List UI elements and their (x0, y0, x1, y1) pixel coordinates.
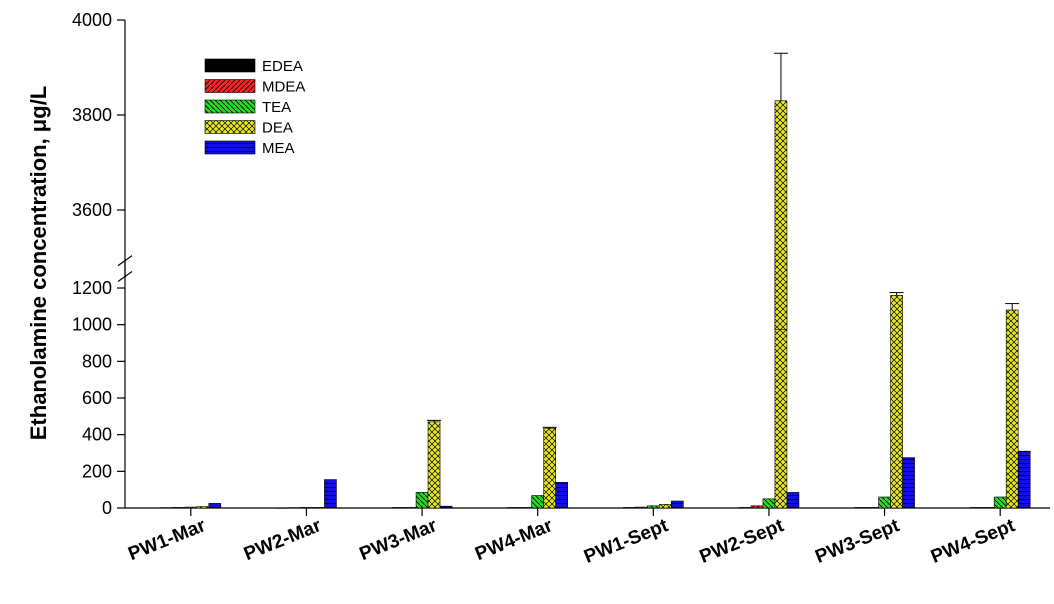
y-tick-label: 1000 (72, 315, 112, 335)
legend-label-dea: DEA (262, 120, 293, 137)
bar-edea (507, 507, 520, 509)
bar-mea (786, 492, 800, 509)
bar-tea (531, 495, 544, 509)
bar-mea (208, 503, 222, 509)
bar-tea (415, 492, 429, 509)
legend-label-tea: TEA (262, 99, 291, 116)
bar-mdea (635, 506, 648, 509)
x-category-label: PW1-Sept (581, 515, 672, 568)
bar-mdea (172, 507, 186, 509)
bar-edea (623, 507, 636, 509)
bar-edea (854, 507, 867, 509)
y-tick-label: 3800 (72, 105, 112, 125)
y-tick-label: 1200 (72, 278, 112, 298)
bar-edea (276, 507, 289, 509)
legend-swatch-dea (204, 120, 256, 134)
bar-mea (324, 479, 337, 509)
bar-dea (427, 421, 441, 509)
x-category-label: PW3-Sept (812, 515, 903, 568)
bar-dea (312, 507, 325, 509)
bar-mea (1017, 450, 1031, 509)
bar-dea (543, 427, 556, 509)
x-category-label: PW4-Mar (472, 515, 556, 565)
legend-label-mea: MEA (262, 140, 295, 157)
bar-dea (659, 504, 672, 509)
chart-bars (160, 52, 1031, 509)
y-tick-label: 3600 (72, 200, 112, 220)
bar-mdea (403, 507, 417, 509)
bar-edea (969, 507, 983, 509)
y-tick-label: 400 (82, 425, 112, 445)
x-category-label: PW4-Sept (928, 515, 1019, 568)
bar-tea (184, 506, 198, 509)
legend-swatch-mdea (204, 79, 256, 93)
legend-swatch-edea (204, 58, 256, 73)
chart-axes (117, 20, 1050, 509)
bar-tea (762, 498, 776, 509)
bar-dea (196, 506, 210, 509)
y-axis-title: Ethanolamine concentration, μg/L (26, 86, 51, 441)
bar-dea (890, 295, 903, 509)
x-category-label: PW3-Mar (357, 515, 441, 565)
bar-dea-upper (774, 100, 788, 330)
bar-mdea (519, 507, 532, 509)
x-category-label: PW1-Mar (125, 515, 209, 565)
bar-tea (647, 505, 660, 509)
bar-mea (902, 457, 915, 509)
legend-swatch-mea (204, 140, 256, 155)
legend-label-mdea: MDEA (262, 79, 305, 96)
x-category-label: PW2-Mar (241, 515, 325, 565)
bar-mdea (750, 505, 764, 509)
y-tick-label: 4000 (72, 10, 112, 30)
bar-mdea (981, 507, 995, 509)
bar-mea (671, 500, 684, 509)
legend-swatch-tea (204, 99, 256, 114)
bar-tea (993, 496, 1007, 509)
bar-tea (300, 507, 313, 509)
bar-mdea (288, 507, 301, 509)
legend-label-edea: EDEA (262, 58, 303, 75)
axis-break-mark (117, 271, 133, 282)
bar-edea (391, 507, 405, 509)
bar-mea (439, 505, 453, 509)
y-tick-label: 800 (82, 351, 112, 371)
bar-tea (878, 496, 891, 509)
bar-edea (160, 507, 174, 509)
bar-mea (555, 482, 568, 509)
chart-legend: EDEA MDEA TEA DEA MEA (204, 58, 305, 157)
bar-edea (738, 507, 752, 509)
x-category-label: PW2-Sept (697, 515, 788, 568)
y-tick-label: 600 (82, 388, 112, 408)
y-tick-label: 0 (102, 498, 112, 518)
y-tick-label: 200 (82, 461, 112, 481)
axis-break-mark (117, 255, 133, 267)
bar-dea (1005, 309, 1019, 509)
bar-mdea (866, 507, 879, 509)
